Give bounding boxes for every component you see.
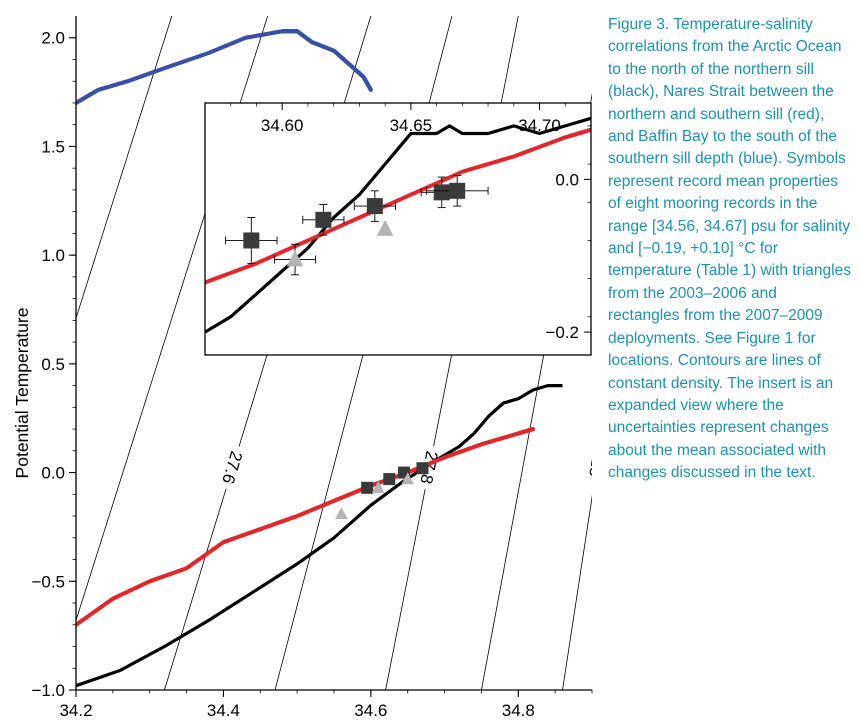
mooring-triangle (335, 507, 348, 520)
inset-x-tick-label: 34.60 (261, 116, 304, 135)
density-contour-28 (562, 494, 592, 690)
arctic-inset-profile (205, 116, 591, 334)
x-tick-label: 34.6 (354, 701, 387, 720)
mooring-square (449, 182, 466, 199)
inset-frame (204, 102, 592, 356)
y-tick-label: 1.0 (41, 246, 65, 265)
inset-x-tick-label: 34.65 (390, 116, 433, 135)
mooring-square (243, 232, 260, 249)
y-tick-label: 0.0 (41, 464, 65, 483)
ts-diagram: 27.6 27.8 28 −1.0−0.50.00.51.01.52.034.2 34… (12, 16, 600, 720)
x-tick-label: 34.8 (502, 701, 535, 720)
nares-point (530, 426, 536, 432)
x-tick-label: 34.2 (59, 701, 92, 720)
y-tick-label: 1.5 (41, 137, 65, 156)
mooring-square (383, 473, 396, 486)
contour-label-28: 28 (585, 457, 600, 479)
y-tick-label: −0.5 (31, 572, 65, 591)
y-tick-label: −1.0 (31, 681, 65, 700)
mooring-square (433, 184, 450, 201)
y-axis-label: Potential Temperature (12, 308, 32, 479)
inset-plot-area (205, 116, 591, 334)
density-contour (76, 16, 173, 320)
contour-label-bg (584, 444, 592, 491)
baffin-point (368, 87, 373, 93)
y-tick-label: 0.5 (41, 355, 65, 374)
contour-label-27.6: 27.6 (218, 449, 246, 486)
y-tick-label: 2.0 (41, 29, 65, 48)
inset-y-tick-label: −0.2 (545, 323, 579, 342)
contour-label-bg (217, 443, 248, 492)
mooring-square (361, 481, 374, 494)
mooring-square (416, 462, 429, 475)
mooring-square (366, 198, 383, 215)
mooring-triangle (371, 480, 385, 493)
mooring-triangle (286, 250, 304, 267)
mooring-square (315, 211, 332, 228)
inset-y-tick-label: 0.0 (555, 170, 579, 189)
contour-label-bg (416, 444, 443, 491)
figure-caption: Figure 3. Temperature-salinity correlati… (608, 16, 851, 482)
x-tick-label: 34.4 (207, 701, 240, 720)
inset-x-tick-label: 34.70 (518, 116, 561, 135)
inset-background (205, 103, 591, 355)
arctic-profile (76, 384, 563, 688)
mooring-triangle (401, 472, 414, 485)
mooring-triangle (376, 219, 394, 236)
